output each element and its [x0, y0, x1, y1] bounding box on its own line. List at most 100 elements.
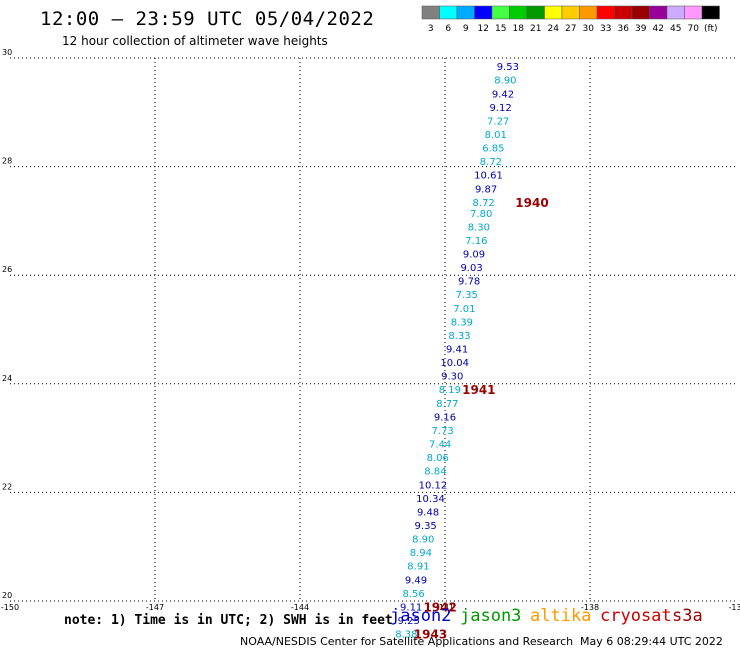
wave-height-point: 9.42 [492, 89, 514, 100]
legend-label: 9 [463, 24, 469, 34]
legend-swatch [631, 5, 650, 20]
x-tick-label: -147 [146, 603, 164, 612]
legend-swatch [579, 5, 598, 20]
wave-height-point: 9.49 [405, 575, 427, 586]
satellite-jason3: jason3 [460, 606, 522, 626]
y-tick-label: 22 [2, 482, 12, 491]
legend-swatch [666, 5, 685, 20]
wave-height-point: 9.03 [460, 263, 482, 274]
wave-height-point: 9.11 [400, 602, 422, 613]
legend-swatch [614, 5, 633, 20]
legend-label: 36 [618, 24, 630, 34]
wave-height-point: 10.34 [416, 494, 445, 505]
legend-label: 6 [445, 24, 451, 34]
wave-height-point: 8.01 [485, 130, 507, 141]
wave-height-point: 9.41 [446, 345, 468, 356]
wave-height-point: 8.38 [395, 630, 417, 641]
wave-height-point: 9.87 [475, 184, 497, 195]
legend-label: (ft) [704, 24, 718, 34]
wave-height-point: 8.19 [439, 385, 461, 396]
wave-height-point: 8.06 [427, 453, 449, 464]
legend-swatch [509, 5, 528, 20]
y-tick-label: 30 [2, 48, 12, 57]
wave-height-point: 7.01 [453, 304, 475, 315]
wave-height-point: 8.91 [407, 562, 429, 573]
wave-height-point: 10.04 [440, 358, 469, 369]
legend-swatch [649, 5, 668, 20]
wave-height-point: 8.94 [410, 548, 432, 559]
legend-swatch [561, 5, 580, 20]
footer-credit: NOAA/NESDIS Center for Satellite Applica… [240, 635, 574, 648]
x-tick-label: -150 [1, 603, 19, 612]
legend-swatch [684, 5, 703, 20]
satellite-cryosat: cryosat [600, 606, 672, 626]
x-tick-label: -144 [291, 603, 309, 612]
legend-swatch [701, 5, 720, 20]
legend-swatch [439, 5, 458, 20]
pass-time-annotation: 1942 [423, 600, 456, 614]
wave-height-point: 10.61 [474, 171, 503, 182]
x-tick-label: -13 [728, 603, 740, 612]
wave-height-point: 8.84 [424, 467, 446, 478]
pass-time-annotation: 1943 [414, 628, 447, 642]
legend-label: 39 [635, 24, 647, 34]
wave-height-point: 8.72 [480, 157, 502, 168]
wave-height-point: 9.25 [398, 616, 420, 627]
legend-label: 27 [565, 24, 576, 34]
wave-height-point: 8.90 [494, 76, 516, 87]
page-subtitle: 12 hour collection of altimeter wave hei… [62, 34, 328, 48]
y-tick-label: 28 [2, 157, 12, 166]
satellite-jason2: jason2 [390, 606, 452, 626]
legend-label: 12 [478, 24, 489, 34]
legend-label: 70 [688, 24, 700, 34]
legend-label: 24 [548, 24, 560, 34]
wave-height-point: 7.80 [470, 209, 492, 220]
wave-height-point: 8.56 [402, 589, 424, 600]
wave-height-point: 7.73 [431, 426, 453, 437]
pass-time-annotation: 1940 [515, 196, 548, 210]
footer-timestamp: May 6 08:29:44 UTC 2022 [580, 635, 723, 648]
wave-height-point: 7.35 [456, 290, 478, 301]
wave-height-point: 7.27 [487, 116, 509, 127]
legend-label: 15 [495, 24, 506, 34]
satellite-altika: altika [530, 606, 592, 626]
wave-height-point: 9.30 [441, 372, 463, 383]
wave-height-point: 7.44 [429, 440, 451, 451]
legend-label: 18 [513, 24, 525, 34]
wave-height-point: 8.72 [473, 198, 495, 209]
wave-height-point: 8.39 [451, 317, 473, 328]
legend-label: 30 [583, 24, 595, 34]
wave-height-point: 8.77 [436, 399, 458, 410]
wave-height-point: 10.12 [419, 480, 448, 491]
legend-swatch [544, 5, 563, 20]
legend-label: 33 [600, 24, 611, 34]
wave-height-point: 9.35 [415, 521, 437, 532]
satellite-s3a: s3a [672, 606, 703, 626]
legend-swatch [526, 5, 545, 20]
y-tick-label: 24 [2, 374, 12, 383]
wave-height-point: 8.30 [468, 222, 490, 233]
wave-height-point: 9.48 [417, 507, 439, 518]
legend-swatch [474, 5, 493, 20]
legend-label: 45 [670, 24, 681, 34]
y-tick-label: 26 [2, 265, 12, 274]
wave-height-point: 6.85 [482, 144, 504, 155]
wave-height-point: 9.09 [463, 249, 485, 260]
pass-time-annotation: 1941 [462, 383, 495, 397]
legend-label: 3 [428, 24, 434, 34]
wave-height-point: 9.53 [497, 62, 519, 73]
wave-height-point: 7.16 [465, 236, 487, 247]
page-title: 12:00 — 23:59 UTC 05/04/2022 [40, 8, 375, 30]
x-tick-label: -138 [581, 603, 599, 612]
wave-height-point: 9.12 [489, 103, 511, 114]
wave-height-point: 8.90 [412, 535, 434, 546]
legend-label: 42 [653, 24, 664, 34]
legend-swatch [421, 5, 440, 20]
wave-height-point: 9.78 [458, 277, 480, 288]
legend-swatch [456, 5, 475, 20]
footer-note: note: 1) Time is in UTC; 2) SWH is in fe… [64, 613, 393, 628]
wave-height-point: 9.16 [434, 412, 456, 423]
wave-height-point: 8.33 [448, 331, 470, 342]
x-tick-label: -141 [436, 603, 454, 612]
legend-swatch [596, 5, 615, 20]
